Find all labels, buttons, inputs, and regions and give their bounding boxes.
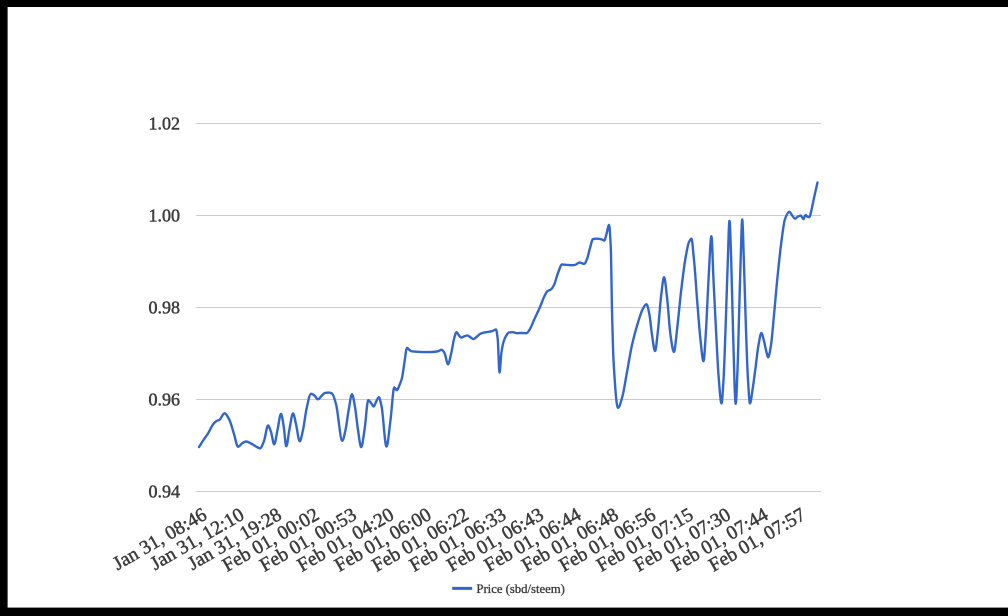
svg-text:1.02: 1.02 xyxy=(149,114,181,134)
svg-text:0.96: 0.96 xyxy=(149,390,181,410)
svg-text:0.98: 0.98 xyxy=(149,298,181,318)
svg-text:0.94: 0.94 xyxy=(149,482,181,502)
svg-text:Price (sbd/steem): Price (sbd/steem) xyxy=(476,582,564,596)
svg-text:1.00: 1.00 xyxy=(149,206,181,226)
